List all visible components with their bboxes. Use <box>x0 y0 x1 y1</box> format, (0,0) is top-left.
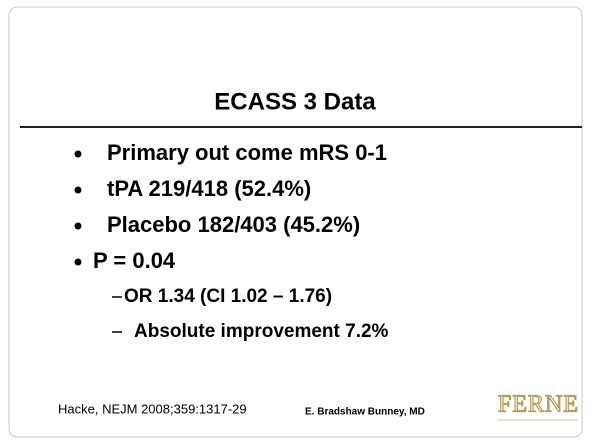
sub-bullet-text: OR 1.34 (CI 1.02 – 1.76) <box>124 286 332 307</box>
bullet-dot <box>74 222 82 230</box>
bullet-text: P = 0.04 <box>93 248 176 273</box>
slide-border <box>8 6 583 438</box>
bullet-text: Placebo 182/403 (45.2%) <box>107 212 360 237</box>
bullet-dot <box>74 186 82 194</box>
citation: Hacke, NEJM 2008;359:1317-29 <box>58 401 247 416</box>
bullet-dot <box>74 258 82 266</box>
bullet-text: tPA 219/418 (52.4%) <box>107 176 311 201</box>
bullet-text: Primary out come mRS 0-1 <box>107 140 387 165</box>
author: E. Bradshaw Bunney, MD <box>305 407 425 418</box>
logo: FERNE <box>498 392 579 418</box>
sub-bullet-text: Absolute improvement 7.2% <box>134 321 389 342</box>
slide-title: ECASS 3 Data <box>214 88 376 115</box>
bullet-dot <box>74 150 82 158</box>
